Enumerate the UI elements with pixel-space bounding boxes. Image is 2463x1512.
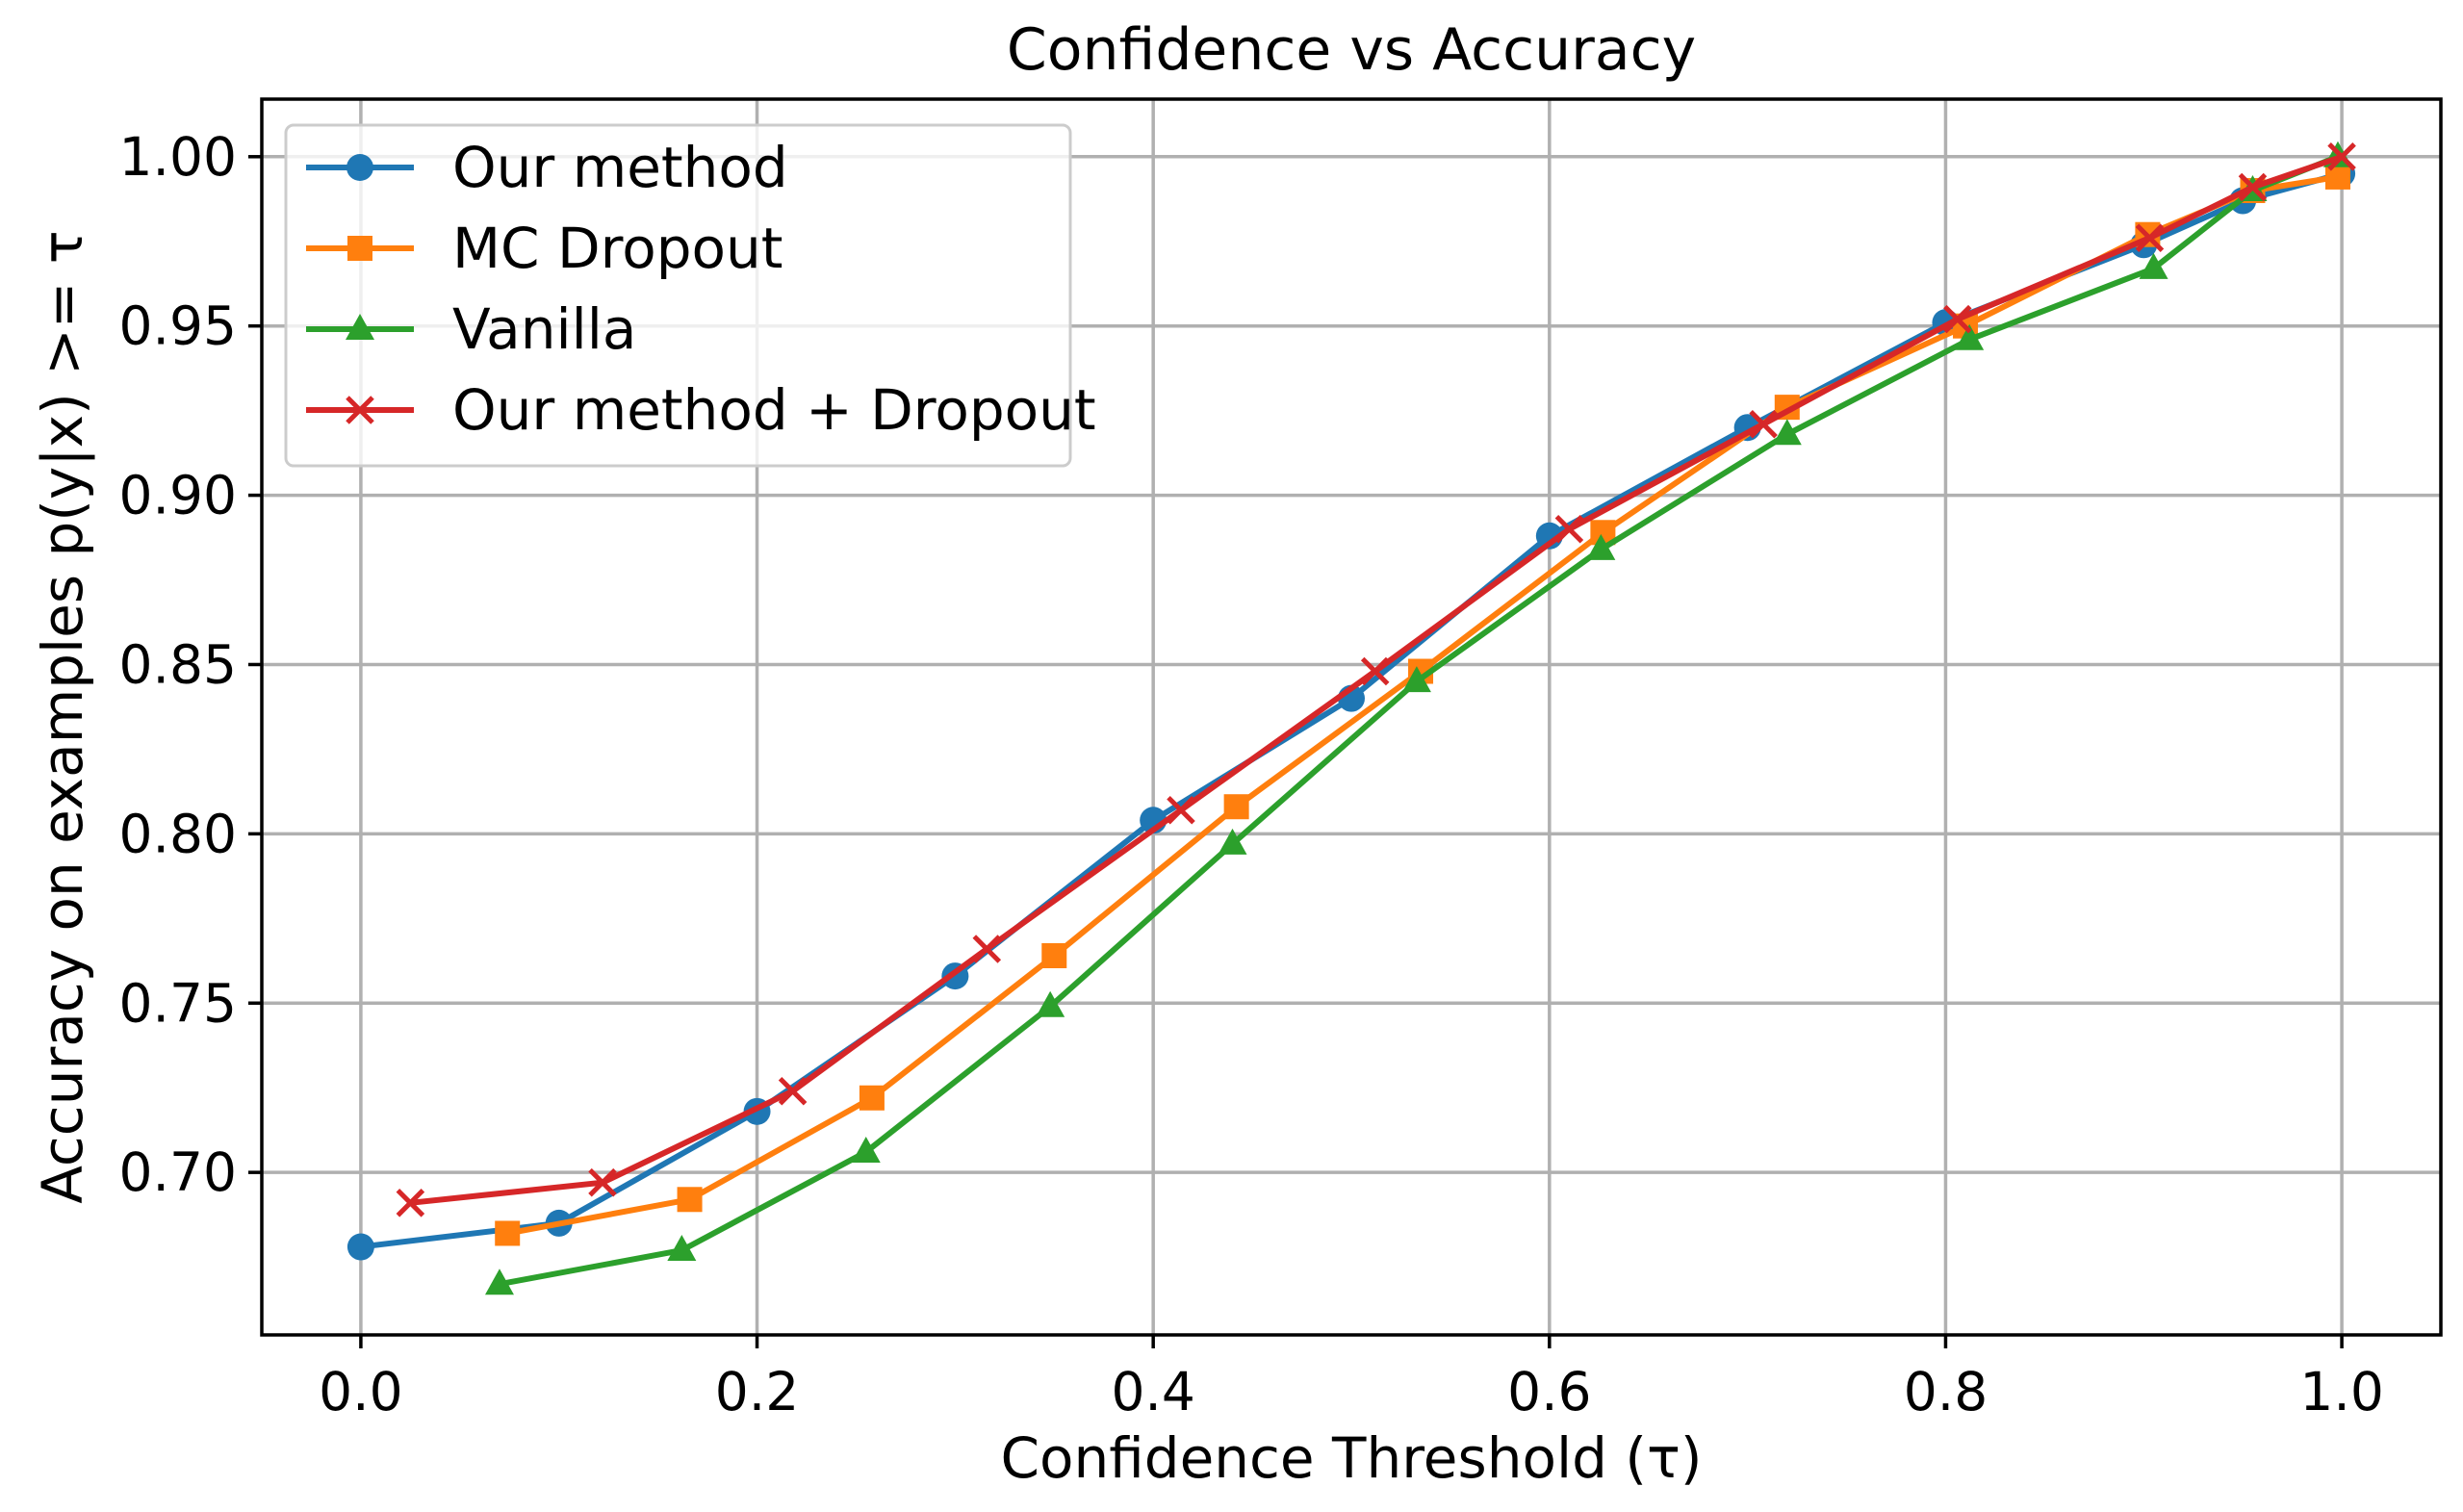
data-point (677, 1187, 703, 1213)
x-axis-label: Confidence Threshold (τ) (1001, 1425, 1703, 1491)
series-line (497, 153, 2341, 1288)
legend-item-our-method-dropout: Our method + Dropout (306, 377, 1096, 443)
y-tick-label: 0.70 (119, 1141, 237, 1203)
legend-marker (346, 314, 374, 340)
data-point (396, 1189, 425, 1217)
legend-marker (347, 236, 372, 261)
legend-marker (346, 154, 373, 181)
data-point (495, 1220, 521, 1246)
data-point (859, 1085, 885, 1111)
x-tick-label: 0.4 (1111, 1361, 1194, 1422)
y-tick-label: 1.00 (119, 126, 237, 188)
data-point (2139, 252, 2168, 279)
data-point (2135, 223, 2165, 252)
data-point (1223, 794, 1249, 820)
data-point (588, 1167, 617, 1197)
data-point (1749, 409, 1778, 439)
data-point (667, 1235, 697, 1262)
data-point (1167, 795, 1195, 825)
legend-label: Vanilla (452, 296, 636, 362)
x-tick-label: 0.2 (715, 1361, 799, 1422)
series-our-method-dropout (396, 142, 2356, 1217)
legend: Our method MC Dropout Vanilla Our method + … (284, 123, 1096, 468)
y-tick-label: 0.95 (119, 295, 237, 357)
data-point (1955, 323, 1985, 350)
data-point (1218, 828, 1247, 855)
x-tick-label: 0.0 (319, 1361, 402, 1422)
legend-item-mc-dropout: MC Dropout (306, 216, 783, 281)
grid (262, 99, 2441, 1335)
series-line (407, 153, 2346, 1206)
data-point (1535, 522, 1563, 550)
y-axis: 0.70 0.75 0.80 0.85 0.90 0.95 1.00 (119, 126, 262, 1203)
x-tick-label: 1.0 (2299, 1361, 2383, 1422)
legend-label: Our method (452, 135, 788, 200)
x-axis: 0.0 0.2 0.4 0.6 0.8 1.0 (319, 1335, 2384, 1422)
data-point (484, 1269, 514, 1295)
x-tick-label: 0.6 (1507, 1361, 1591, 1422)
data-point (1401, 666, 1431, 693)
data-point (1772, 419, 1802, 446)
series-vanilla (484, 141, 2352, 1295)
legend-box (284, 123, 1072, 468)
plot-frame (260, 97, 2443, 1337)
legend-marker (346, 396, 374, 424)
data-point (1036, 990, 1065, 1017)
data-point (1360, 656, 1390, 686)
y-tick-label: 0.80 (119, 803, 237, 864)
legend-item-vanilla: Vanilla (306, 296, 636, 362)
y-axis-label: Accuracy on examples p(y|x) >= τ (30, 230, 95, 1203)
data-point (1554, 514, 1584, 544)
legend-label: Our method + Dropout (452, 377, 1096, 443)
data-point (972, 935, 1002, 963)
legend-label: MC Dropout (452, 216, 783, 281)
data-point (1041, 943, 1067, 969)
data-point (2327, 142, 2356, 171)
y-tick-label: 0.85 (119, 633, 237, 695)
data-point (851, 1137, 881, 1164)
data-point (346, 1233, 374, 1261)
data-point (2238, 172, 2268, 202)
y-tick-label: 0.75 (119, 972, 237, 1034)
data-point (778, 1076, 808, 1106)
chart-title: Confidence vs Accuracy (1007, 16, 1696, 84)
data-point (1586, 533, 1616, 560)
series-layer (346, 141, 2356, 1295)
legend-item-our-method: Our method (306, 135, 788, 200)
y-tick-label: 0.90 (119, 465, 237, 526)
x-tick-label: 0.8 (1904, 1361, 1988, 1422)
data-point (1943, 304, 1972, 334)
